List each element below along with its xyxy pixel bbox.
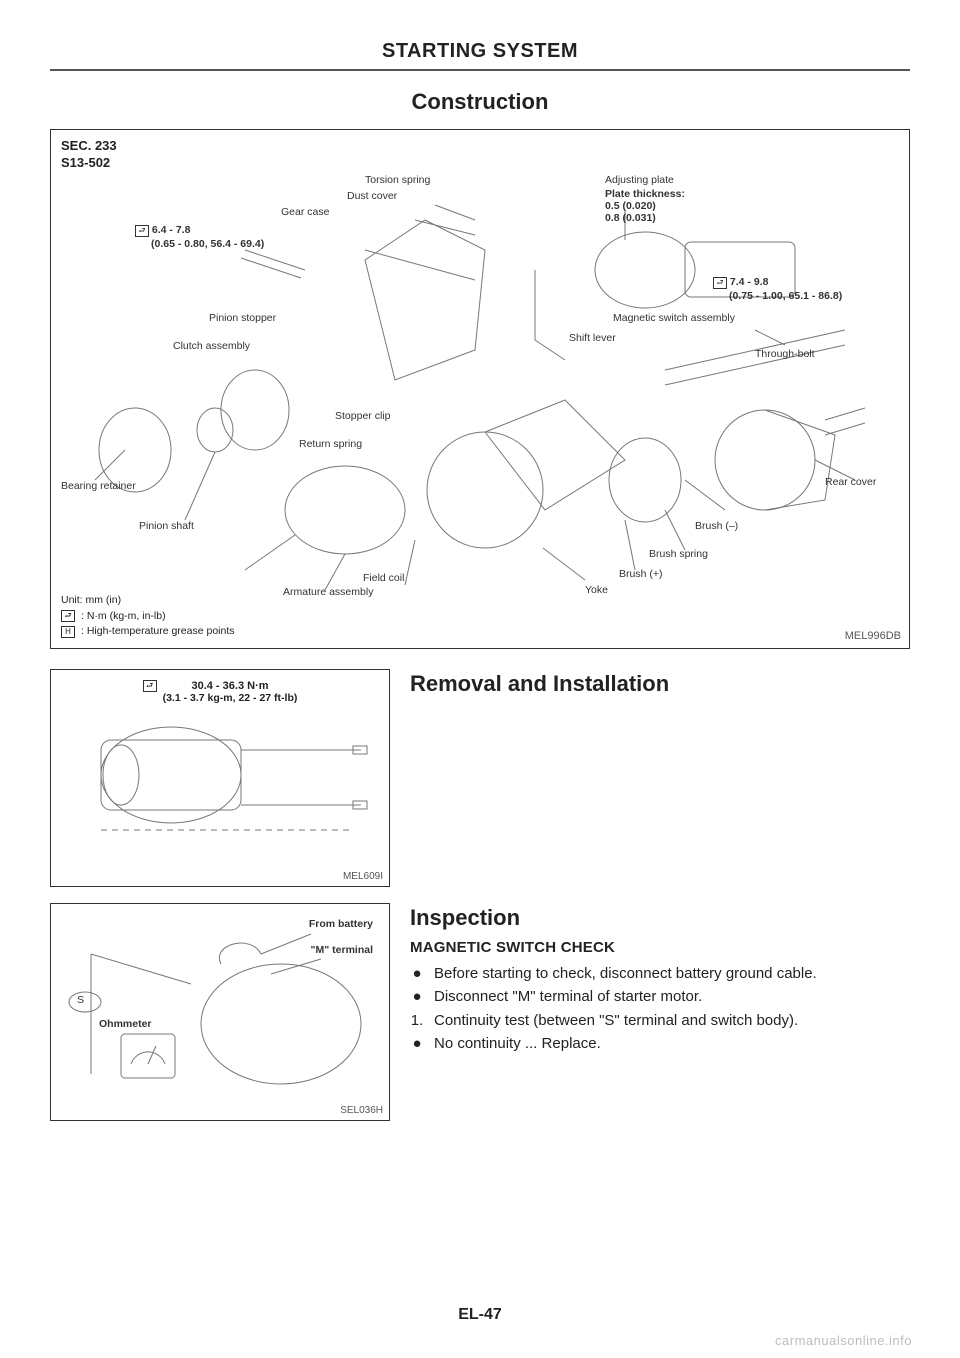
callout-armature: Armature assembly bbox=[283, 586, 373, 598]
page-header: STARTING SYSTEM bbox=[50, 40, 910, 63]
number-marker: 1. bbox=[410, 1009, 424, 1032]
callout-stopper-clip: Stopper clip bbox=[335, 410, 390, 422]
callout-shift-lever: Shift lever bbox=[569, 332, 616, 344]
figure-sec-label: SEC. 233 S13-502 bbox=[61, 138, 117, 172]
bullet-icon: ● bbox=[410, 962, 424, 985]
watermark: carmanualsonline.info bbox=[775, 1333, 912, 1348]
list-item: 1. Continuity test (between "S" terminal… bbox=[410, 1009, 910, 1032]
figure-legend: Unit: mm (in) ⮐ : N·m (kg-m, in-lb) H : … bbox=[61, 593, 235, 640]
callout-pinion-stopper: Pinion stopper bbox=[209, 312, 276, 324]
torque-right-sub: (0.75 - 1.00, 65.1 - 86.8) bbox=[729, 290, 842, 302]
torque-left-main: 6.4 - 7.8 bbox=[152, 224, 191, 236]
exploded-diagram: Torsion spring Dust cover Gear case Adju… bbox=[65, 180, 895, 608]
removal-title: Removal and Installation bbox=[410, 671, 910, 697]
list-item: ● No continuity ... Replace. bbox=[410, 1032, 910, 1055]
removal-spacer bbox=[410, 705, 910, 905]
model-number: S13-502 bbox=[61, 155, 117, 172]
list-text: No continuity ... Replace. bbox=[434, 1032, 601, 1055]
torque-left-sub: (0.65 - 0.80, 56.4 - 69.4) bbox=[151, 238, 264, 250]
main-figure-id: MEL996DB bbox=[845, 630, 901, 642]
ohm-diagram: From battery "M" terminal Ohmmeter S bbox=[61, 914, 379, 1098]
motor-figure-id: MEL609I bbox=[343, 871, 383, 882]
callout-brush-plus: Brush (+) bbox=[619, 568, 662, 580]
torque-icon: ⮐ bbox=[135, 225, 149, 237]
construction-title: Construction bbox=[50, 89, 910, 115]
list-item: ● Disconnect "M" terminal of starter mot… bbox=[410, 985, 910, 1008]
callout-from-battery: From battery bbox=[309, 918, 373, 930]
inspection-title: Inspection bbox=[410, 905, 910, 931]
bullet-icon: ● bbox=[410, 985, 424, 1008]
list-text: Disconnect "M" terminal of starter motor… bbox=[434, 985, 702, 1008]
torque-right-main: 7.4 - 9.8 bbox=[730, 276, 769, 288]
second-row: ⮐ 30.4 - 36.3 N·m (3.1 - 3.7 kg-m, 22 - … bbox=[50, 669, 910, 1121]
motor-svg bbox=[61, 680, 381, 840]
main-figure: SEC. 233 S13-502 bbox=[50, 129, 910, 649]
header-rule bbox=[50, 69, 910, 71]
callout-dust-cover: Dust cover bbox=[347, 190, 397, 202]
callout-brush-spring: Brush spring bbox=[649, 548, 708, 560]
callout-m-terminal: "M" terminal bbox=[311, 944, 373, 956]
callout-ohmmeter: Ohmmeter bbox=[99, 1018, 152, 1030]
motor-figure: ⮐ 30.4 - 36.3 N·m (3.1 - 3.7 kg-m, 22 - … bbox=[50, 669, 390, 887]
ohm-figure: From battery "M" terminal Ohmmeter S SEL… bbox=[50, 903, 390, 1121]
callout-pinion-shaft: Pinion shaft bbox=[139, 520, 194, 532]
sec-number: SEC. 233 bbox=[61, 138, 117, 155]
plate-thickness-2: 0.8 (0.031) bbox=[605, 212, 656, 224]
plate-thickness-label: Plate thickness: bbox=[605, 188, 685, 200]
torque-icon: ⮐ bbox=[713, 277, 727, 289]
callout-adjusting-plate: Adjusting plate bbox=[605, 174, 674, 186]
magnetic-switch-heading: MAGNETIC SWITCH CHECK bbox=[410, 939, 910, 956]
callout-s-label: S bbox=[77, 994, 84, 1006]
legend-unit: Unit: mm (in) bbox=[61, 593, 235, 609]
motor-diagram: ⮐ 30.4 - 36.3 N·m (3.1 - 3.7 kg-m, 22 - … bbox=[61, 680, 379, 864]
callout-return-spring: Return spring bbox=[299, 438, 362, 450]
callout-clutch-assembly: Clutch assembly bbox=[173, 340, 250, 352]
legend-grease: H : High-temperature grease points bbox=[61, 624, 235, 640]
bullet-icon: ● bbox=[410, 1032, 424, 1055]
list-text: Before starting to check, disconnect bat… bbox=[434, 962, 817, 985]
ohm-svg bbox=[61, 914, 381, 1104]
page-footer: EL-47 bbox=[0, 1306, 960, 1324]
torque-right-box: ⮐ 7.4 - 9.8 bbox=[713, 276, 768, 289]
list-text: Continuity test (between "S" terminal an… bbox=[434, 1009, 798, 1032]
torque-left-box: ⮐ 6.4 - 7.8 bbox=[135, 224, 190, 237]
callout-yoke: Yoke bbox=[585, 584, 608, 596]
text-column: Removal and Installation Inspection MAGN… bbox=[410, 669, 910, 1121]
callout-gear-case: Gear case bbox=[281, 206, 329, 218]
plate-thickness-1: 0.5 (0.020) bbox=[605, 200, 656, 212]
grease-icon: H bbox=[61, 626, 75, 638]
inspection-list: ● Before starting to check, disconnect b… bbox=[410, 962, 910, 1055]
small-figures-column: ⮐ 30.4 - 36.3 N·m (3.1 - 3.7 kg-m, 22 - … bbox=[50, 669, 390, 1121]
list-item: ● Before starting to check, disconnect b… bbox=[410, 962, 910, 985]
callout-bearing-retainer: Bearing retainer bbox=[61, 480, 136, 492]
callout-rear-cover: Rear cover bbox=[825, 476, 876, 488]
callout-through-bolt: Through-bolt bbox=[755, 348, 815, 360]
callout-brush-minus: Brush (–) bbox=[695, 520, 738, 532]
callout-field-coil: Field coil bbox=[363, 572, 404, 584]
callout-magnetic-switch: Magnetic switch assembly bbox=[613, 312, 735, 324]
ohm-figure-id: SEL036H bbox=[340, 1105, 383, 1116]
legend-torque: ⮐ : N·m (kg-m, in-lb) bbox=[61, 609, 235, 625]
torque-icon: ⮐ bbox=[61, 610, 75, 622]
callout-torsion-spring: Torsion spring bbox=[365, 174, 430, 186]
